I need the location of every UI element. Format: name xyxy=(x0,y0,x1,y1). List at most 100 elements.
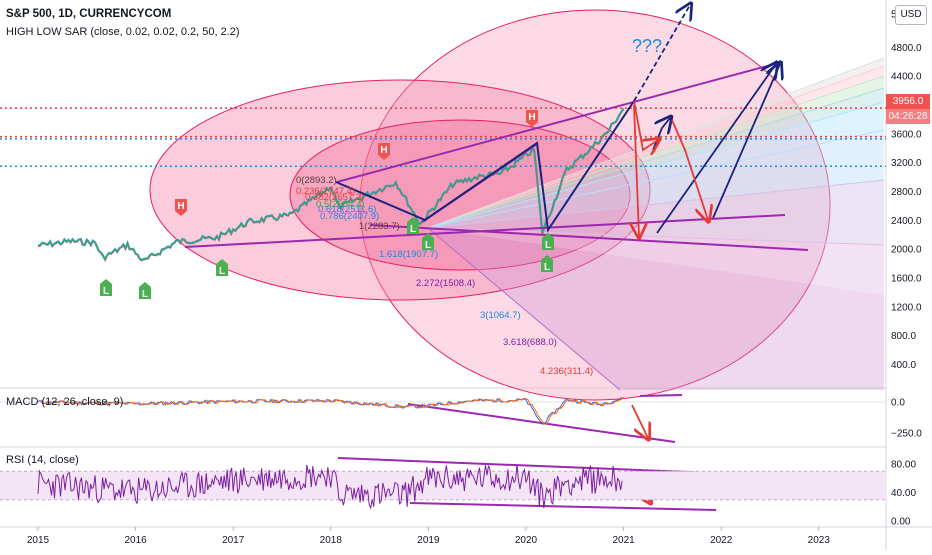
sar-low-marker: L xyxy=(100,279,112,297)
time-tick-label: 2022 xyxy=(710,535,733,546)
price-series xyxy=(37,107,625,263)
rsi-line xyxy=(37,464,623,510)
price-tick-label: 2000.0 xyxy=(891,245,922,256)
sar-low-marker: L xyxy=(422,233,434,251)
sar-high-marker: H xyxy=(175,199,187,216)
time-tick-label: 2016 xyxy=(124,535,147,546)
sar-high-marker: H xyxy=(378,143,390,160)
fib-level-label: 1.618(1907.7) xyxy=(379,249,438,260)
sar-low-marker: L xyxy=(542,233,554,251)
price-tick-label: 5 xyxy=(891,10,897,21)
arrow-blue-path xyxy=(335,100,635,233)
question-annotation: ??? xyxy=(632,36,662,56)
fib-level-label: 0(2893.2) xyxy=(296,175,337,186)
time-tick-label: 2018 xyxy=(320,535,343,546)
rsi-trend-top xyxy=(337,457,715,474)
time-tick-label: 2021 xyxy=(612,535,635,546)
marker-letter: H xyxy=(177,201,184,212)
fib-level-label: 0.382(2657.2) xyxy=(305,192,364,203)
time-tick-label: 2017 xyxy=(222,535,245,546)
price-tick-label: 2400.0 xyxy=(891,216,922,227)
rsi-trend-bottom xyxy=(409,502,717,511)
macd-tick-label: −250.0 xyxy=(891,429,922,440)
rsi-tick-label: 40.00 xyxy=(891,488,916,499)
sar-low-marker: L xyxy=(139,282,151,300)
price-tick-label: 1600.0 xyxy=(891,273,922,284)
marker-shape xyxy=(526,110,538,127)
price-tick-label: 4800.0 xyxy=(891,43,922,54)
marker-shape xyxy=(542,233,554,250)
marker-shape xyxy=(175,199,187,216)
marker-letter: L xyxy=(142,289,148,300)
marker-letter: L xyxy=(545,240,551,251)
arrow-red-3 xyxy=(671,119,708,220)
rsi-label[interactable]: RSI (14, close) xyxy=(6,454,79,466)
projection-arrows xyxy=(335,5,780,502)
marker-letter: L xyxy=(425,240,431,251)
marker-letter: L xyxy=(410,224,416,235)
ellipse-large xyxy=(359,9,831,401)
macd-tick-label: 0.0 xyxy=(891,398,905,409)
arrow-blue-up-1 xyxy=(633,5,690,102)
marker-letter: H xyxy=(380,145,387,156)
sar-low-marker: L xyxy=(407,217,419,235)
price-tick-label: 2800.0 xyxy=(891,187,922,198)
marker-shape xyxy=(541,255,553,272)
fib-box-edge xyxy=(427,227,621,391)
rsi-band xyxy=(0,471,886,500)
fib-labels: 0(2893.2)0.236(2747.4)0.382(2657.2)0.5(2… xyxy=(296,175,593,377)
arrow-blue-up-2 xyxy=(656,64,776,234)
marker-letter: L xyxy=(544,262,550,273)
macd-pane xyxy=(0,396,886,425)
price-tick-label: 1200.0 xyxy=(891,302,922,313)
price-line-down-overlay xyxy=(37,109,625,262)
fib-level-label: 4.236(311.4) xyxy=(540,366,593,377)
fib-level-label: 0.618(2511.6) xyxy=(318,204,376,215)
fib-level-label: 3.618(688.0) xyxy=(503,337,557,348)
rsi-tick-label: 80.00 xyxy=(891,460,916,471)
macd-label[interactable]: MACD (12, 26, close, 9) xyxy=(6,396,124,408)
symbol-title[interactable]: S&P 500, 1D, CURRENCYCOM xyxy=(6,8,172,20)
marker-shape xyxy=(378,143,390,160)
countdown-tag: 04:26:28 xyxy=(886,109,930,124)
currency-button[interactable]: USD xyxy=(895,5,927,25)
marker-shape xyxy=(422,233,434,250)
arrow-red-1 xyxy=(633,100,658,150)
fan-line xyxy=(427,101,885,229)
trendline-upper-channel xyxy=(336,61,783,183)
fib-level-label: 1(2283.7) xyxy=(359,221,400,232)
marker-letter: H xyxy=(528,112,535,123)
marker-letter: L xyxy=(103,286,109,297)
price-axis[interactable]: 400.0 800.0 1200.0 1600.0 2000.0 2400.0 2800.0… xyxy=(891,10,922,528)
price-tick-label: 800.0 xyxy=(891,331,916,342)
time-tick-label: 2019 xyxy=(417,535,440,546)
arrow-red-2 xyxy=(634,104,639,236)
fan-line xyxy=(427,129,885,229)
fib-level-label: 0.236(2747.4) xyxy=(296,186,355,197)
fib-level-label: 0.786(2407.9) xyxy=(320,211,379,222)
marker-shape xyxy=(139,282,151,299)
fan-line xyxy=(427,87,885,229)
time-tick-label: 2015 xyxy=(27,535,50,546)
last-price-tag: 3956.0 xyxy=(886,94,930,109)
marker-shape xyxy=(100,279,112,296)
sar-low-marker: L xyxy=(216,259,228,277)
marker-shape xyxy=(407,217,419,234)
time-axis[interactable]: 2015 2016 2017 2018 2019 2020 2021 2022 2023 xyxy=(27,527,830,546)
price-tick-label: 400.0 xyxy=(891,360,916,371)
trendline-support-2 xyxy=(369,224,809,251)
price-tick-label: 4400.0 xyxy=(891,72,922,83)
macd-signal-line xyxy=(39,396,624,425)
fib-level-label: 0.5(2584.4) xyxy=(316,199,365,210)
fib-level-label: 3(1064.7) xyxy=(480,310,521,321)
sar-high-marker: H xyxy=(526,110,538,127)
sar-low-marker: L xyxy=(541,255,553,273)
macd-trend-top xyxy=(639,394,683,397)
marker-letter: L xyxy=(219,266,225,277)
fan-line xyxy=(427,179,885,229)
indicator-label[interactable]: HIGH LOW SAR (close, 0.02, 0.02, 0.2, 50… xyxy=(6,26,240,38)
price-tick-label: 3600.0 xyxy=(891,129,922,140)
